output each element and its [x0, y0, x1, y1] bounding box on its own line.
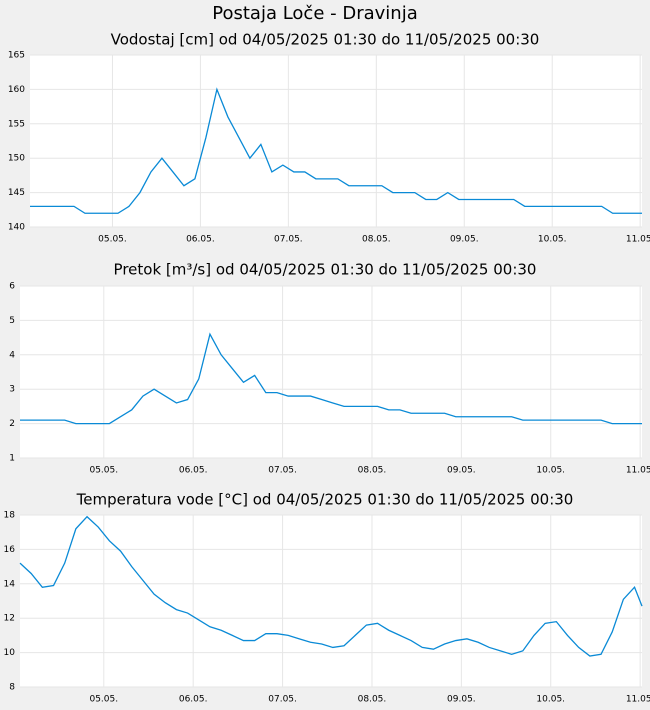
plot-area [20, 515, 642, 687]
x-tick-label: 10.05. [536, 466, 565, 476]
y-tick-label: 145 [8, 188, 25, 198]
plot-area [20, 286, 642, 458]
chart-title: Pretok [m³/s] od 04/05/2025 01:30 do 11/… [114, 261, 537, 279]
x-tick-label: 09.05. [450, 235, 479, 245]
x-tick-label: 11.05. [626, 695, 650, 705]
x-tick-label: 08.05. [358, 466, 387, 476]
y-tick-label: 14 [4, 579, 16, 589]
y-tick-label: 165 [8, 51, 25, 61]
y-tick-label: 2 [9, 419, 15, 429]
x-tick-label: 06.05. [186, 235, 215, 245]
chart-title: Vodostaj [cm] od 04/05/2025 01:30 do 11/… [111, 31, 540, 49]
x-tick-label: 10.05. [536, 695, 565, 705]
y-tick-label: 150 [8, 154, 25, 164]
x-tick-label: 11.05. [626, 235, 650, 245]
y-tick-label: 4 [9, 350, 15, 360]
x-tick-label: 07.05. [274, 235, 303, 245]
chart-title: Temperatura vode [°C] od 04/05/2025 01:3… [76, 491, 574, 509]
x-tick-label: 06.05. [179, 695, 208, 705]
x-tick-label: 05.05. [98, 235, 127, 245]
y-tick-label: 155 [8, 119, 25, 129]
plot-area [30, 55, 642, 227]
y-tick-label: 18 [4, 511, 16, 521]
y-tick-label: 160 [8, 85, 25, 95]
y-tick-label: 1 [9, 454, 15, 464]
x-tick-label: 10.05. [538, 235, 567, 245]
y-tick-label: 8 [9, 683, 15, 693]
y-tick-label: 12 [4, 614, 15, 624]
x-tick-label: 08.05. [362, 235, 391, 245]
y-tick-label: 140 [8, 223, 25, 233]
x-tick-label: 09.05. [447, 695, 476, 705]
x-tick-label: 07.05. [268, 695, 297, 705]
x-tick-label: 11.05. [626, 466, 650, 476]
y-tick-label: 3 [9, 385, 15, 395]
y-tick-label: 10 [4, 648, 16, 658]
x-tick-label: 05.05. [89, 466, 118, 476]
x-tick-label: 07.05. [268, 466, 297, 476]
y-tick-label: 5 [9, 316, 15, 326]
x-tick-label: 09.05. [447, 466, 476, 476]
data-line [30, 87, 642, 214]
data-line [20, 332, 642, 425]
page-title: Postaja Loče - Dravinja [212, 3, 417, 24]
y-tick-label: 16 [4, 545, 16, 555]
data-line [19, 515, 643, 657]
x-tick-label: 06.05. [179, 466, 208, 476]
x-tick-label: 05.05. [89, 695, 118, 705]
x-tick-label: 08.05. [358, 695, 387, 705]
y-tick-label: 6 [9, 282, 15, 292]
